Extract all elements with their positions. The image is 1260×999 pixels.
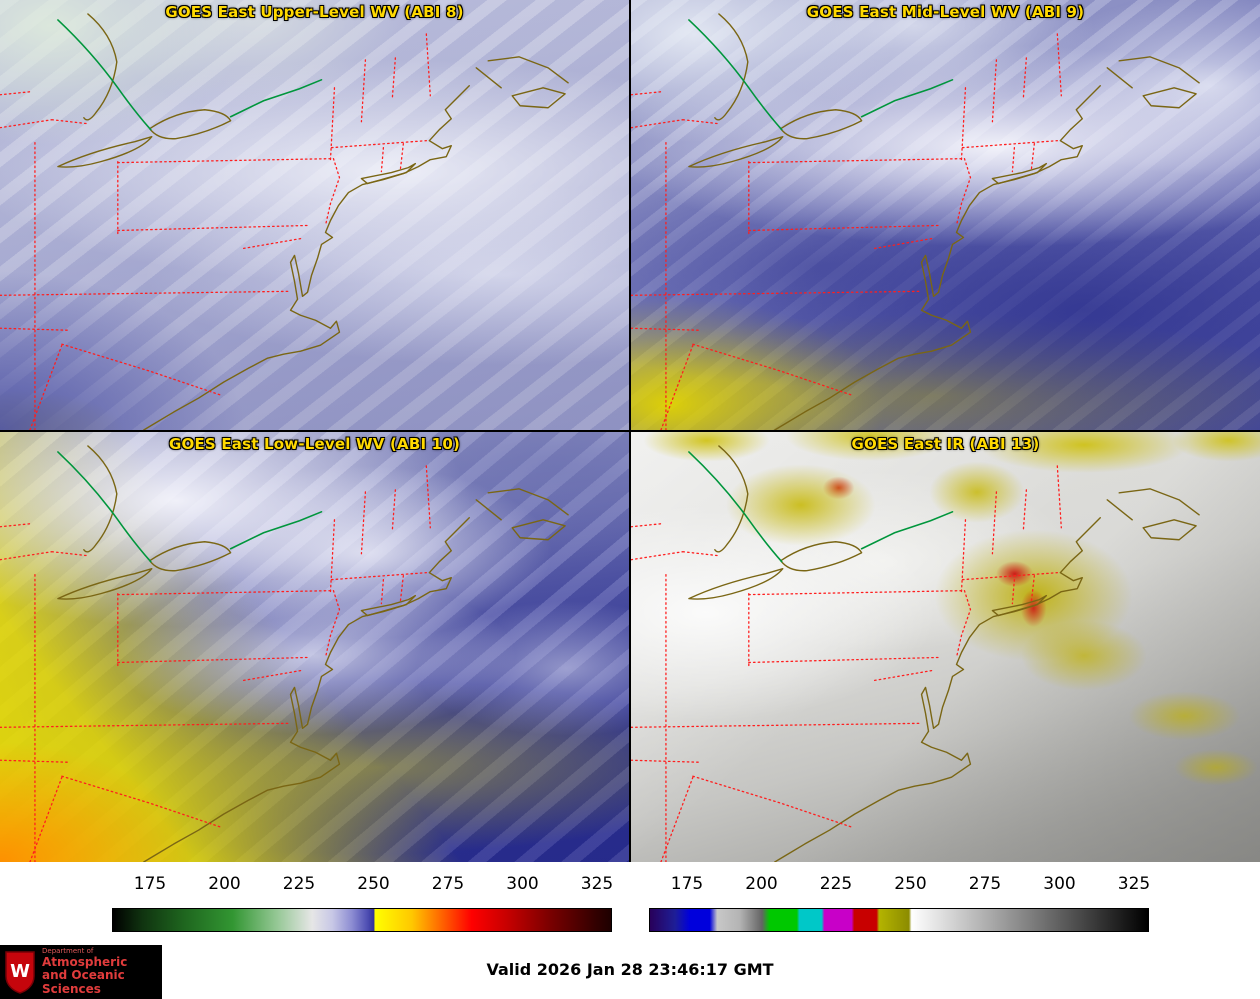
colorbar-tick: 275 <box>968 874 1002 894</box>
colorbar-tick: 300 <box>1043 874 1076 894</box>
colorbar-tick: 250 <box>894 874 927 894</box>
logo-text: Department of Atmospheric and Oceanic Sc… <box>42 946 162 996</box>
footer: W Department of Atmospheric and Oceanic … <box>0 945 1260 999</box>
valid-time: Valid 2026 Jan 28 23:46:17 GMT <box>486 960 774 979</box>
panel-ir: GOES East IR (ABI 13) <box>631 432 1260 862</box>
panel-upper-level-wv: GOES East Upper-Level WV (ABI 8) <box>0 0 629 430</box>
ir-colorbar: 175 200 225 250 275 300 325 <box>649 862 1151 945</box>
panel-title: GOES East IR (ABI 13) <box>851 435 1040 453</box>
colorbar-tick: 200 <box>208 874 241 894</box>
panel-mid-level-wv: GOES East Mid-Level WV (ABI 9) <box>631 0 1260 430</box>
map-overlay <box>631 13 1200 430</box>
map-overlay <box>0 13 569 430</box>
svg-text:W: W <box>10 961 30 982</box>
map-overlay <box>0 445 569 862</box>
colorbar-tick: 325 <box>1117 874 1151 894</box>
uw-aos-logo: W Department of Atmospheric and Oceanic … <box>0 945 162 999</box>
map-overlay <box>631 445 1200 862</box>
logo-name-line1: Atmospheric <box>42 954 128 969</box>
logo-name-line2: and Oceanic Sciences <box>42 968 125 996</box>
panel-grid: GOES East Upper-Level WV (ABI 8) GOES Ea… <box>0 0 1260 862</box>
panel-title: GOES East Upper-Level WV (ABI 8) <box>165 3 464 21</box>
uw-crest-icon: W <box>5 951 35 994</box>
panel-low-level-wv: GOES East Low-Level WV (ABI 10) <box>0 432 629 862</box>
logo-dept-line: Department of <box>42 946 94 955</box>
colorbar-row: 175 200 225 250 275 300 325 175 200 225 … <box>0 862 1260 945</box>
panel-title: GOES East Low-Level WV (ABI 10) <box>168 435 461 453</box>
colorbar-tick: 250 <box>357 874 390 894</box>
panel-title: GOES East Mid-Level WV (ABI 9) <box>806 3 1085 21</box>
colorbar-tick: 200 <box>745 874 778 894</box>
colorbar-tick: 175 <box>670 874 704 894</box>
wv-colorbar-gradient <box>112 908 612 932</box>
ir-colorbar-gradient <box>649 908 1149 932</box>
colorbar-tick: 175 <box>133 874 167 894</box>
colorbar-tick: 275 <box>431 874 465 894</box>
colorbar-tick: 225 <box>282 874 316 894</box>
colorbar-tick: 325 <box>580 874 614 894</box>
colorbar-tick: 300 <box>506 874 539 894</box>
colorbar-tick: 225 <box>819 874 853 894</box>
wv-colorbar: 175 200 225 250 275 300 325 <box>112 862 614 945</box>
